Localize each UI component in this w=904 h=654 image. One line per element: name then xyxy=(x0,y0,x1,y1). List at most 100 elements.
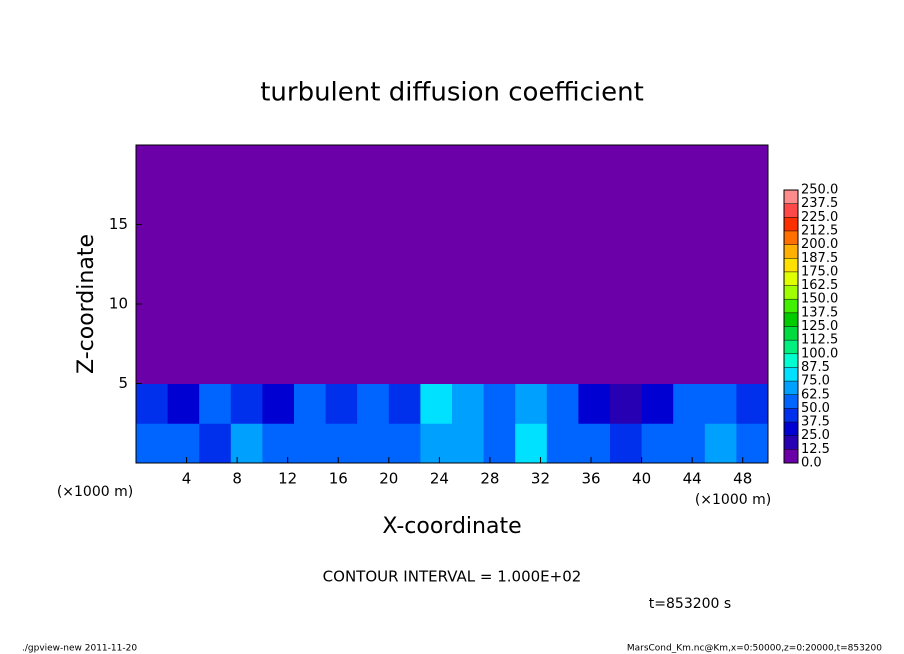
field-cell xyxy=(578,184,611,225)
field-cell xyxy=(610,423,643,464)
x-tick-label: 16 xyxy=(329,470,348,488)
field-cell xyxy=(325,264,358,305)
field-cell xyxy=(483,264,516,305)
field-cell xyxy=(420,383,453,424)
chart-title: turbulent diffusion coefficient xyxy=(260,78,644,108)
time-label: t=853200 s xyxy=(649,596,731,612)
field-cell xyxy=(325,423,358,464)
field-cell xyxy=(704,264,737,305)
y-axis-label: Z-coordinate xyxy=(74,234,99,374)
field-cell xyxy=(420,343,453,384)
field-cell xyxy=(294,145,327,186)
field-cell xyxy=(452,383,485,424)
field-cell xyxy=(325,383,358,424)
field-cell xyxy=(388,304,421,345)
field-cell xyxy=(578,423,611,464)
colorbar-label: 87.5 xyxy=(801,360,830,375)
colorbar-band xyxy=(784,299,798,313)
field-cell xyxy=(262,184,295,225)
field-cell xyxy=(610,224,643,265)
field-cell xyxy=(515,343,548,384)
y-tick-label: 5 xyxy=(118,374,128,392)
field-cell xyxy=(515,304,548,345)
field-cell xyxy=(673,343,706,384)
field-cell xyxy=(357,224,390,265)
field-cell xyxy=(136,264,169,305)
field-cell xyxy=(546,343,579,384)
colorbar-band xyxy=(784,367,798,382)
field-cell xyxy=(641,343,674,384)
colorbar-band xyxy=(784,230,798,245)
colorbar-label: 75.0 xyxy=(801,374,830,389)
x-tick-label: 4 xyxy=(182,470,192,488)
field-cell xyxy=(641,224,674,265)
field-cell xyxy=(167,224,200,265)
field-cell xyxy=(420,264,453,305)
field-cell xyxy=(483,423,516,464)
field-cell xyxy=(357,304,390,345)
field-cell xyxy=(294,304,327,345)
colorbar-label: 0.0 xyxy=(801,456,822,471)
field-cell xyxy=(262,145,295,186)
field-cell xyxy=(673,184,706,225)
colorbar-band xyxy=(784,312,798,327)
field-cell xyxy=(641,184,674,225)
field-cell xyxy=(230,224,263,265)
colorbar-band xyxy=(784,190,798,204)
colorbar-band xyxy=(784,381,798,395)
field-cell xyxy=(230,304,263,345)
field-cell xyxy=(294,264,327,305)
field-cell xyxy=(736,423,769,464)
field-cell xyxy=(167,383,200,424)
field-cell xyxy=(704,423,737,464)
field-cell xyxy=(610,145,643,186)
colorbar-label: 150.0 xyxy=(801,292,838,307)
field-cell xyxy=(704,184,737,225)
field-cell xyxy=(483,383,516,424)
colorbar-band xyxy=(784,394,798,409)
colorbar-band xyxy=(784,340,798,354)
field-cell xyxy=(388,145,421,186)
field-cell xyxy=(325,343,358,384)
field-cell xyxy=(262,264,295,305)
colorbar-label: 137.5 xyxy=(801,305,838,320)
x-tick-label: 40 xyxy=(632,470,651,488)
field-cell xyxy=(294,383,327,424)
field-cell xyxy=(452,184,485,225)
field-cell xyxy=(420,224,453,265)
field-cell xyxy=(420,184,453,225)
colorbar-band xyxy=(784,285,798,300)
x-tick-label: 12 xyxy=(278,470,297,488)
x-axis-label: X-coordinate xyxy=(382,514,521,539)
field-cell xyxy=(515,145,548,186)
field-cell xyxy=(167,423,200,464)
field-cell xyxy=(546,264,579,305)
colorbar-band xyxy=(784,449,798,463)
field-cell xyxy=(736,304,769,345)
colorbar-label: 212.5 xyxy=(801,223,838,238)
colorbar-label: 250.0 xyxy=(801,183,838,198)
field-cell xyxy=(325,145,358,186)
y-unit: (×1000 m) xyxy=(57,484,133,500)
field-cell xyxy=(452,304,485,345)
field-cell xyxy=(357,383,390,424)
colorbar-band xyxy=(784,353,798,368)
x-tick-label: 36 xyxy=(581,470,600,488)
field-cell xyxy=(357,423,390,464)
field-cell xyxy=(736,224,769,265)
colorbar-label: 237.5 xyxy=(801,196,838,211)
x-tick-label: 8 xyxy=(232,470,242,488)
field-cell xyxy=(262,224,295,265)
field-cell xyxy=(199,184,232,225)
field-cell xyxy=(452,423,485,464)
field-cell xyxy=(452,264,485,305)
field-cell xyxy=(452,145,485,186)
field-cell xyxy=(610,383,643,424)
field-cell xyxy=(578,343,611,384)
field-cell xyxy=(736,264,769,305)
field-cell xyxy=(230,145,263,186)
x-tick-label: 44 xyxy=(683,470,702,488)
field-cell xyxy=(483,224,516,265)
field-cell xyxy=(357,343,390,384)
